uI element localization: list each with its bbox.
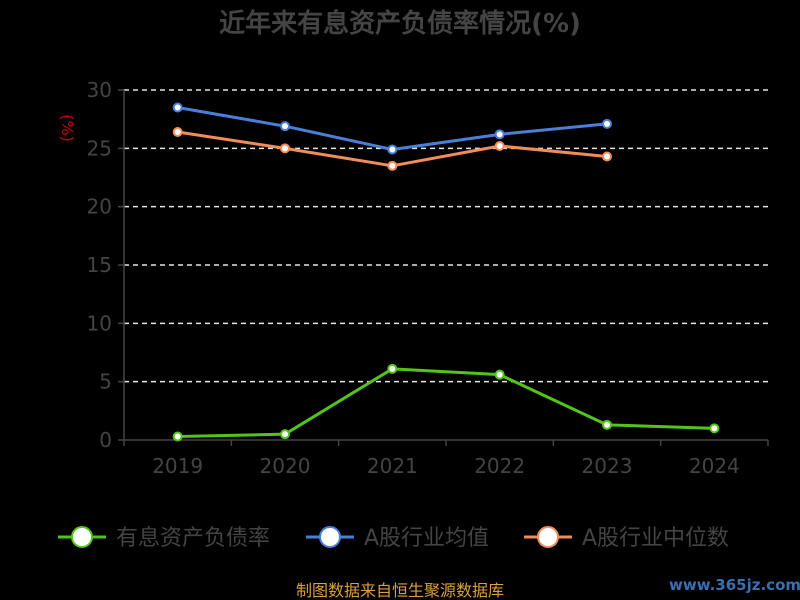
y-tick-label: 20 bbox=[87, 195, 112, 219]
data-point[interactable] bbox=[494, 369, 505, 380]
legend-label: 有息资产负债率 bbox=[116, 526, 270, 551]
chart-title: 近年来有息资产负债率情况(%) bbox=[219, 8, 581, 39]
data-point[interactable] bbox=[387, 363, 398, 374]
series-group bbox=[172, 102, 612, 155]
data-point[interactable] bbox=[494, 141, 505, 151]
data-point[interactable] bbox=[172, 102, 183, 113]
legend-item[interactable]: 有息资产负债率 bbox=[58, 526, 270, 551]
y-tick-label: 30 bbox=[87, 78, 112, 102]
x-tick-label: 2023 bbox=[582, 454, 633, 478]
data-point[interactable] bbox=[280, 429, 290, 440]
x-tick-label: 2022 bbox=[474, 454, 525, 478]
data-point[interactable] bbox=[602, 419, 612, 430]
y-tick-label: 25 bbox=[87, 136, 112, 160]
y-tick-label: 5 bbox=[99, 370, 112, 394]
y-ticks: 0 5 10 15 20 25 30 bbox=[87, 78, 124, 452]
legend-label: A股行业中位数 bbox=[582, 526, 729, 551]
source-note: 制图数据来自恒生聚源数据库 bbox=[296, 581, 504, 600]
data-point[interactable] bbox=[280, 143, 290, 154]
data-point[interactable] bbox=[172, 431, 183, 442]
legend[interactable]: 有息资产负债率 A股行业均值 A股行业中位数 bbox=[58, 526, 729, 551]
data-point[interactable] bbox=[172, 127, 183, 137]
legend-label: A股行业均值 bbox=[364, 526, 489, 551]
x-tick-label: 2020 bbox=[260, 454, 311, 478]
x-ticks: 2019 2020 2021 2022 2023 2024 bbox=[123, 440, 769, 478]
data-point[interactable] bbox=[494, 129, 505, 140]
legend-marker bbox=[319, 526, 341, 548]
y-tick-label: 0 bbox=[99, 428, 112, 452]
data-point[interactable] bbox=[280, 121, 290, 132]
legend-item[interactable]: A股行业均值 bbox=[306, 526, 489, 551]
legend-marker bbox=[537, 526, 559, 548]
x-tick-label: 2019 bbox=[152, 454, 203, 478]
series bbox=[172, 102, 720, 442]
watermark: www.365jz.com bbox=[669, 576, 800, 594]
data-point[interactable] bbox=[387, 144, 398, 155]
data-point[interactable] bbox=[602, 118, 612, 129]
legend-item[interactable]: A股行业中位数 bbox=[524, 526, 729, 551]
data-point[interactable] bbox=[602, 151, 612, 162]
x-tick-label: 2021 bbox=[367, 454, 418, 478]
x-tick-label: 2024 bbox=[689, 454, 740, 478]
y-tick-label: 10 bbox=[87, 311, 112, 335]
y-axis-label: (%) bbox=[58, 114, 77, 142]
grid bbox=[124, 89, 768, 383]
legend-marker bbox=[71, 526, 93, 548]
data-point[interactable] bbox=[387, 160, 398, 171]
series-group bbox=[172, 127, 612, 171]
series-group bbox=[172, 363, 720, 442]
series-line bbox=[177, 367, 715, 438]
y-tick-label: 15 bbox=[87, 253, 112, 277]
data-point[interactable] bbox=[709, 423, 720, 434]
